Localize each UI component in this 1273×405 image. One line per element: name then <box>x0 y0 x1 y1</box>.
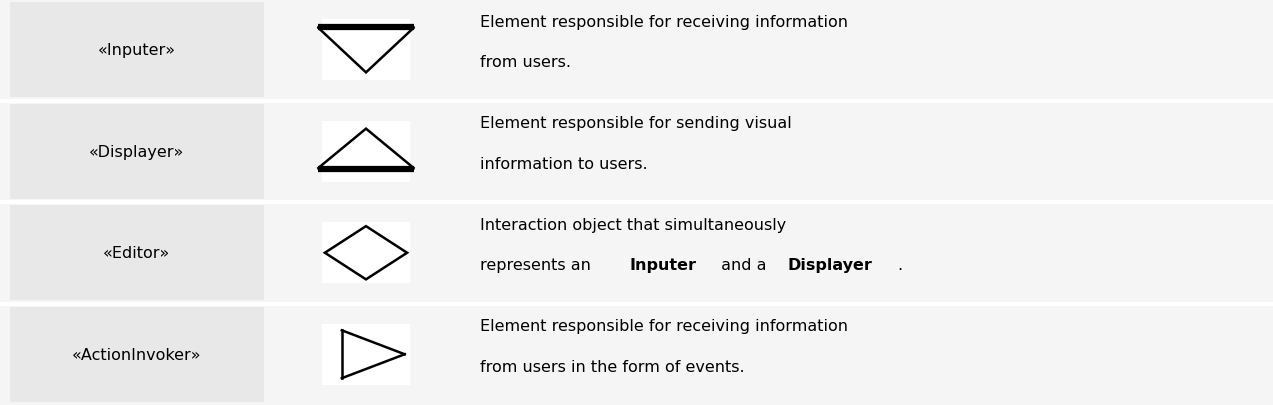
FancyBboxPatch shape <box>465 304 1273 405</box>
FancyBboxPatch shape <box>10 206 264 301</box>
Text: represents an: represents an <box>480 258 596 273</box>
Text: «ActionInvoker»: «ActionInvoker» <box>73 347 201 362</box>
FancyBboxPatch shape <box>10 3 264 98</box>
FancyBboxPatch shape <box>280 101 458 202</box>
Text: «Inputer»: «Inputer» <box>98 43 176 58</box>
FancyBboxPatch shape <box>465 0 1273 101</box>
FancyBboxPatch shape <box>322 122 410 182</box>
FancyBboxPatch shape <box>322 223 410 284</box>
FancyBboxPatch shape <box>280 0 458 101</box>
FancyBboxPatch shape <box>322 20 410 81</box>
Text: information to users.: information to users. <box>480 157 648 171</box>
Text: Displayer: Displayer <box>788 258 873 273</box>
Text: from users in the form of events.: from users in the form of events. <box>480 359 745 374</box>
FancyBboxPatch shape <box>10 307 264 402</box>
FancyBboxPatch shape <box>10 104 264 199</box>
Polygon shape <box>318 129 414 169</box>
Text: Interaction object that simultaneously: Interaction object that simultaneously <box>480 217 787 232</box>
Text: and a: and a <box>715 258 771 273</box>
FancyBboxPatch shape <box>465 202 1273 304</box>
FancyBboxPatch shape <box>465 101 1273 202</box>
Text: Inputer: Inputer <box>630 258 696 273</box>
Polygon shape <box>325 226 407 280</box>
Text: Element responsible for sending visual: Element responsible for sending visual <box>480 116 792 131</box>
Text: «Editor»: «Editor» <box>103 246 171 260</box>
Text: from users.: from users. <box>480 55 570 70</box>
FancyBboxPatch shape <box>280 202 458 304</box>
FancyBboxPatch shape <box>322 324 410 385</box>
Text: .: . <box>897 258 903 273</box>
Polygon shape <box>318 28 414 73</box>
Text: «Displayer»: «Displayer» <box>89 145 185 159</box>
FancyBboxPatch shape <box>280 304 458 405</box>
Text: Element responsible for receiving information: Element responsible for receiving inform… <box>480 15 848 30</box>
Text: Element responsible for receiving information: Element responsible for receiving inform… <box>480 319 848 333</box>
